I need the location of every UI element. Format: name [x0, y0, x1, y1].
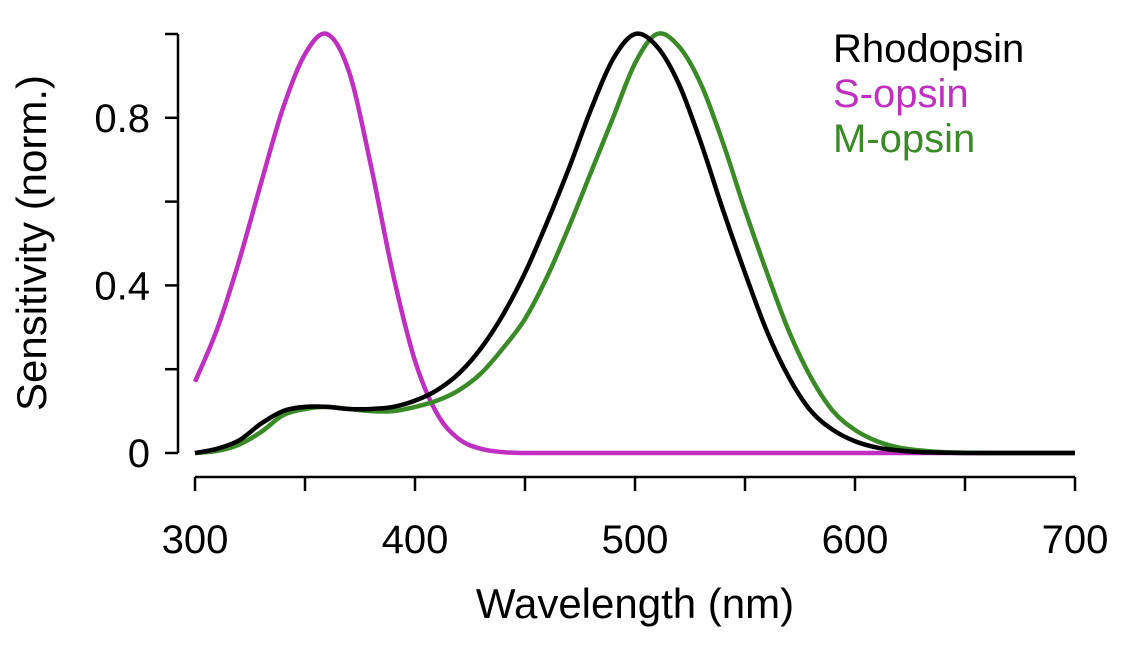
- x-axis: 300 400 500 600 700: [162, 475, 1109, 562]
- y-tick-label: 0.4: [94, 264, 150, 308]
- y-tick-label: 0.8: [94, 97, 150, 141]
- legend-entry-m-opsin: M-opsin: [833, 117, 975, 161]
- x-tick-label: 400: [382, 518, 449, 562]
- legend-entry-s-opsin: S-opsin: [833, 72, 969, 116]
- y-axis: 0 0.4 0.8: [94, 32, 180, 476]
- legend-entry-rhodopsin: Rhodopsin: [833, 27, 1024, 71]
- series-line-rhodopsin: [194, 31, 1075, 456]
- y-tick-label: 0: [128, 432, 150, 476]
- x-tick-label: 300: [162, 518, 229, 562]
- y-axis-label: Sensitivity (norm.): [8, 75, 55, 411]
- plot-lines: [192, 31, 1075, 456]
- x-tick-label: 500: [602, 518, 669, 562]
- x-axis-label: Wavelength (nm): [476, 580, 794, 627]
- x-tick-label: 700: [1042, 518, 1109, 562]
- x-tick-label: 600: [822, 518, 889, 562]
